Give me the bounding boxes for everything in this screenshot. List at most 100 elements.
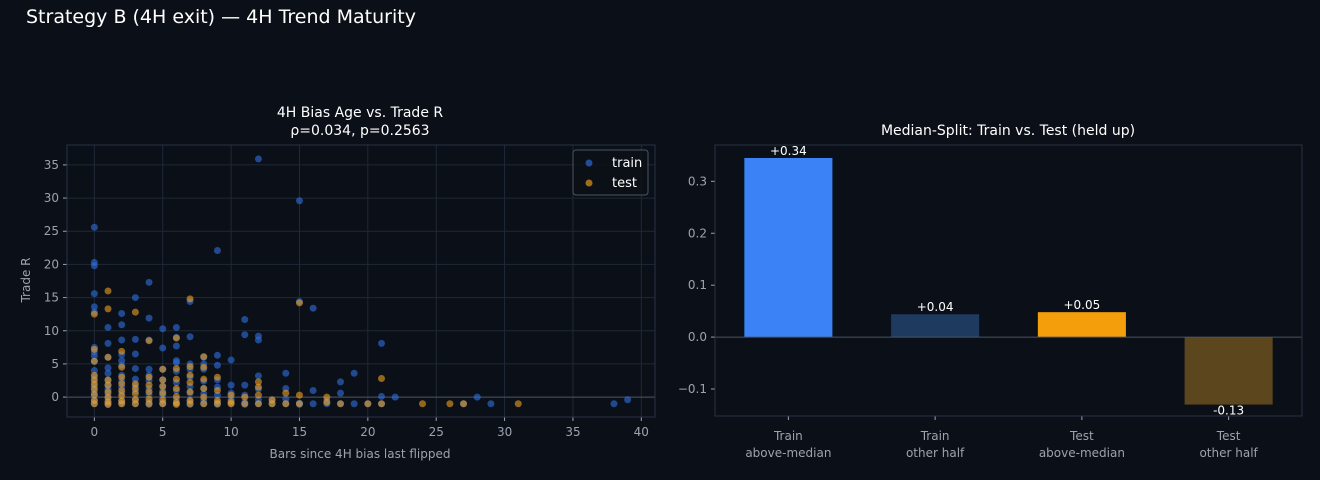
scatter-point-train [295, 197, 303, 205]
scatter-point-test [295, 400, 303, 408]
scatter-point-test [336, 400, 344, 408]
scatter-point-test [323, 393, 331, 401]
scatter-point-train [391, 393, 399, 401]
scatter-point-test [131, 390, 139, 398]
scatter-point-test [323, 398, 331, 406]
bar-title: Median-Split: Train vs. Test (held up) [881, 123, 1135, 139]
bar-ytick-label: 0.1 [688, 278, 707, 292]
bar-panel: Median-Split: Train vs. Test (held up) −… [678, 123, 1303, 460]
scatter-point-test [254, 391, 262, 399]
scatter-xtick-label: 25 [429, 425, 444, 439]
scatter-point-test [172, 334, 180, 342]
scatter-xlabel: Bars since 4H bias last flipped [269, 447, 450, 461]
bar-category-label: other half [906, 446, 965, 460]
scatter-xtick-label: 5 [159, 425, 167, 439]
scatter-point-train [90, 262, 98, 270]
scatter-point-test [200, 384, 208, 392]
scatter-point-test [159, 365, 167, 373]
scatter-ytick-label: 5 [51, 357, 59, 371]
scatter-point-test [254, 383, 262, 391]
scatter-point-train [90, 223, 98, 231]
bar-category-label: Test [1216, 429, 1241, 443]
scatter-point-train [159, 344, 167, 352]
bar-value-label: +0.04 [917, 300, 954, 314]
scatter-point-test [378, 375, 386, 383]
scatter-point-train [172, 342, 180, 350]
scatter-point-train [104, 323, 112, 331]
scatter-xtick-label: 10 [223, 425, 238, 439]
scatter-point-test [104, 287, 112, 295]
scatter-point-test [172, 392, 180, 400]
scatter-point-train [159, 325, 167, 333]
scatter-point-test [118, 347, 126, 355]
scatter-point-test [118, 386, 126, 394]
bar-value-label: -0.13 [1213, 404, 1244, 418]
scatter-point-test [145, 400, 153, 408]
scatter-point-test [227, 391, 235, 399]
scatter-xtick-label: 30 [497, 425, 512, 439]
scatter-xtick-label: 20 [360, 425, 375, 439]
scatter-point-test [145, 337, 153, 345]
bar-ytick-label: 0.3 [688, 174, 707, 188]
bar-value-label: +0.34 [770, 144, 807, 158]
scatter-point-test [145, 381, 153, 389]
scatter-panel: 4H Bias Age vs. Trade R ρ=0.034, p=0.256… [19, 105, 656, 461]
scatter-title-line2: ρ=0.034, p=0.2563 [290, 123, 429, 139]
scatter-point-train [131, 294, 139, 302]
scatter-point-train [118, 321, 126, 329]
scatter-ytick-label: 15 [44, 291, 59, 305]
scatter-point-test [104, 400, 112, 408]
scatter-xtick-label: 35 [565, 425, 580, 439]
scatter-point-train [309, 386, 317, 394]
bar-bars: +0.34 Train above-median +0.04 Train other ha… [744, 144, 1273, 460]
scatter-point-train [487, 400, 495, 408]
scatter-point-test [419, 400, 427, 408]
scatter-point-test [446, 400, 454, 408]
scatter-point-train [131, 335, 139, 343]
scatter-point-train [282, 369, 290, 377]
scatter-point-test [145, 388, 153, 396]
scatter-point-train [473, 393, 481, 401]
scatter-point-test [104, 305, 112, 313]
scatter-point-train [213, 246, 221, 254]
scatter-point-test [200, 375, 208, 383]
bar-category-label: Test [1069, 429, 1094, 443]
scatter-xtick-label: 0 [91, 425, 99, 439]
legend-label-train: train [612, 156, 642, 171]
scatter-point-test [104, 353, 112, 361]
scatter-point-test [104, 381, 112, 389]
scatter-ytick-label: 30 [44, 191, 59, 205]
scatter-point-test [295, 391, 303, 399]
scatter-point-test [118, 400, 126, 408]
bar [1184, 337, 1273, 405]
scatter-point-train [227, 381, 235, 389]
scatter-frame [66, 144, 656, 418]
legend-marker-train [585, 159, 593, 167]
scatter-ticks: 0 5 10 15 20 25 30 35 40 0 5 10 15 20 25 30 35 [44, 158, 649, 439]
scatter-point-train [104, 369, 112, 377]
scatter-xtick-label: 40 [634, 425, 649, 439]
scatter-point-train [350, 369, 358, 377]
bar [1037, 312, 1126, 338]
scatter-point-train [186, 333, 194, 341]
scatter-point-test [514, 400, 522, 408]
scatter-point-test [159, 389, 167, 397]
scatter-point-test [282, 389, 290, 397]
scatter-grid [67, 145, 655, 417]
scatter-ytick-label: 10 [44, 324, 59, 338]
scatter-point-train [378, 339, 386, 347]
scatter-point-train [131, 365, 139, 373]
bar [744, 157, 833, 338]
bar-value-label: +0.05 [1063, 298, 1100, 312]
scatter-point-train [172, 359, 180, 367]
scatter-point-train [624, 396, 632, 404]
scatter-point-test [268, 400, 276, 408]
scatter-point-test [104, 376, 112, 384]
scatter-point-test [186, 379, 194, 387]
scatter-point-test [213, 386, 221, 394]
scatter-point-train [213, 361, 221, 369]
scatter-point-test [282, 400, 290, 408]
scatter-point-train [90, 290, 98, 298]
scatter-point-train [213, 351, 221, 359]
